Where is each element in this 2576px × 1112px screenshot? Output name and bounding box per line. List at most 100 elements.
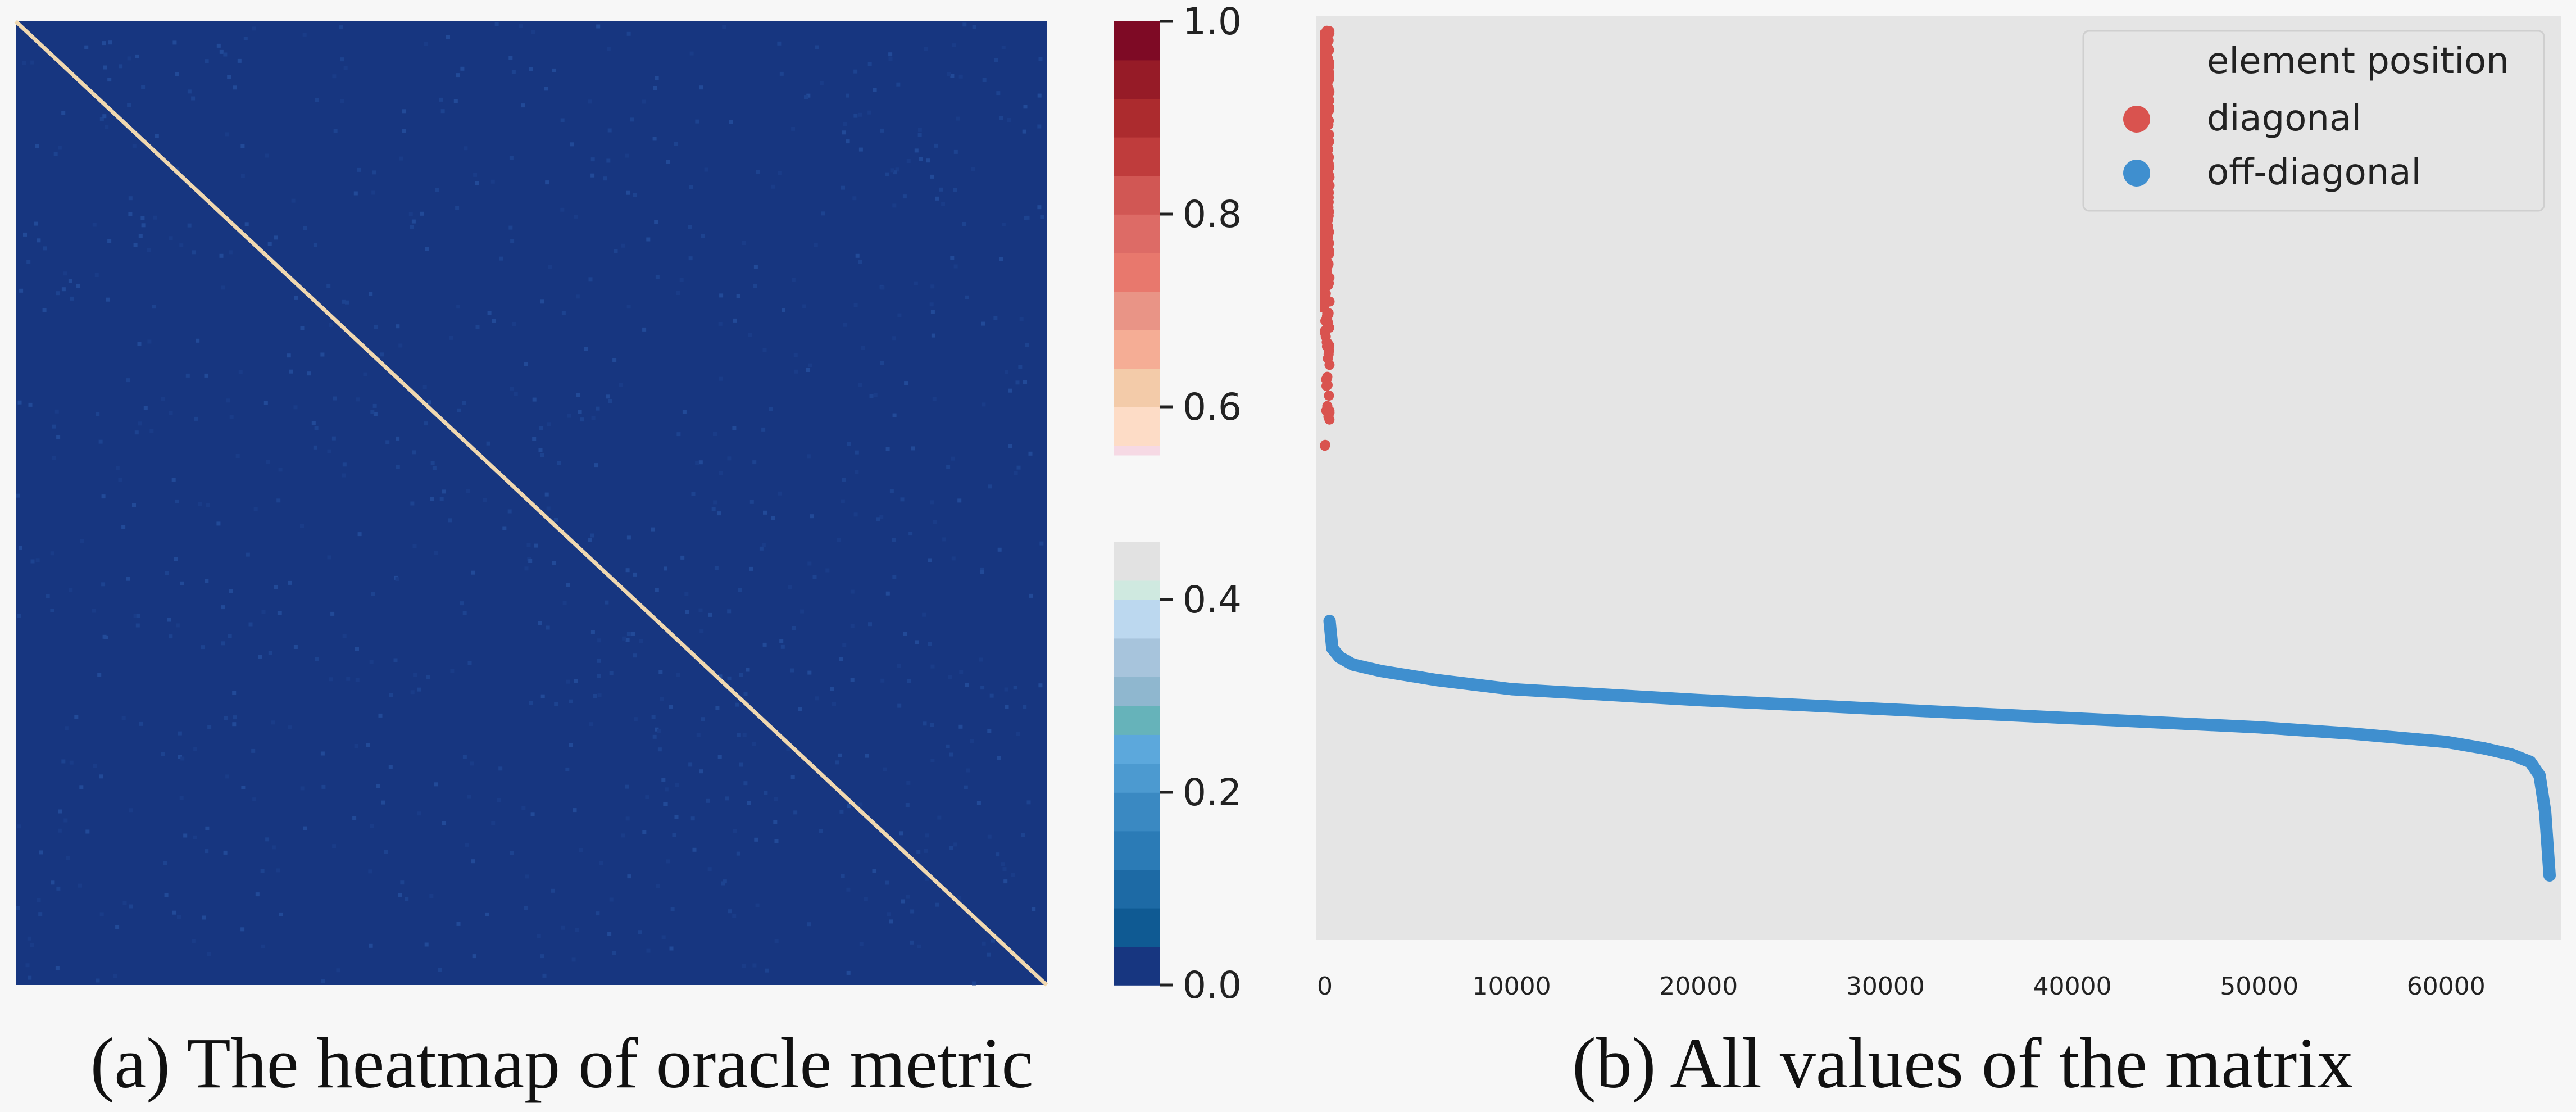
colorbar-band xyxy=(1114,705,1160,735)
heatmap-cell xyxy=(972,25,976,29)
heatmap-cell xyxy=(1008,444,1012,448)
heatmap-cell xyxy=(842,478,846,482)
heatmap-cell xyxy=(115,925,120,929)
heatmap-cell xyxy=(782,308,785,312)
heatmap-cell xyxy=(769,407,773,411)
heatmap-cell xyxy=(692,847,697,852)
heatmap-cell xyxy=(53,152,58,156)
heatmap-cell xyxy=(1011,873,1015,877)
heatmap-cell xyxy=(685,610,689,614)
heatmap-cell xyxy=(78,883,82,888)
heatmap-cell xyxy=(1038,683,1043,688)
colorbar-band xyxy=(1114,792,1160,832)
heatmap-cell xyxy=(426,675,430,679)
heatmap-cell xyxy=(434,551,438,555)
heatmap-cell xyxy=(714,566,719,570)
heatmap-cell xyxy=(223,52,228,57)
heatmap-cell xyxy=(733,829,737,833)
heatmap-cell xyxy=(510,386,514,391)
heatmap-cell xyxy=(574,214,578,219)
heatmap-cell xyxy=(717,755,722,759)
heatmap-cell xyxy=(732,914,737,918)
heatmap-cell xyxy=(303,826,307,830)
heatmap-cell xyxy=(965,683,969,687)
heatmap-cell xyxy=(525,874,529,879)
heatmap-cell xyxy=(902,194,907,199)
heatmap-cell xyxy=(180,756,185,761)
heatmap-cell xyxy=(612,358,617,362)
heatmap-cell xyxy=(657,747,662,752)
colorbar-band xyxy=(1114,734,1160,764)
heatmap-cell xyxy=(1038,57,1043,61)
heatmap-cell xyxy=(455,206,460,210)
heatmap-cell xyxy=(329,677,333,682)
heatmap-cell xyxy=(171,478,176,482)
heatmap-cell xyxy=(588,538,592,542)
heatmap-cell xyxy=(897,313,902,317)
heatmap-cell xyxy=(846,887,851,892)
heatmap-cell xyxy=(169,411,173,415)
heatmap-cell xyxy=(456,73,460,78)
heatmap-cell xyxy=(664,787,669,792)
heatmap-cell xyxy=(948,675,952,679)
heatmap-cell xyxy=(462,401,466,405)
heatmap-cell xyxy=(701,717,705,721)
heatmap-cell xyxy=(179,796,184,800)
heatmap-cell xyxy=(1001,862,1005,866)
heatmap-cell xyxy=(121,525,126,529)
heatmap-cell xyxy=(178,731,182,736)
heatmap-cell xyxy=(532,437,537,441)
heatmap-cell xyxy=(756,170,760,174)
heatmap-cell xyxy=(774,939,779,943)
heatmap-cell xyxy=(676,291,680,295)
heatmap-cell xyxy=(163,861,167,865)
heatmap-cell xyxy=(804,95,808,99)
heatmap-cell xyxy=(752,460,757,465)
heatmap-cell xyxy=(596,406,600,411)
heatmap-cell xyxy=(915,640,919,644)
heatmap-cell xyxy=(183,833,188,838)
heatmap-cell xyxy=(554,518,558,522)
heatmap-cell xyxy=(402,109,406,114)
heatmap-cell xyxy=(179,243,184,248)
heatmap-cell xyxy=(37,238,41,243)
heatmap-cell xyxy=(345,300,349,305)
heatmap-cell xyxy=(207,725,212,729)
heatmap-cell xyxy=(293,405,298,410)
heatmap-cell xyxy=(858,147,863,152)
heatmap-cell xyxy=(485,912,489,916)
heatmap-cell xyxy=(591,416,596,420)
heatmap-cell xyxy=(786,747,790,751)
heatmap-cell xyxy=(627,874,631,879)
heatmap-cell xyxy=(136,614,140,618)
heatmap-cell xyxy=(540,299,544,304)
x-tick-label: 0 xyxy=(1317,972,1333,1001)
heatmap-cell xyxy=(1019,317,1024,321)
heatmap-cell xyxy=(552,68,556,72)
heatmap-cell xyxy=(794,369,798,374)
heatmap-cell xyxy=(398,893,402,897)
heatmap-cell xyxy=(198,502,202,506)
heatmap-cell xyxy=(161,752,165,756)
heatmap-cell xyxy=(554,702,558,706)
heatmap-cell xyxy=(193,835,197,839)
heatmap-cell xyxy=(287,353,291,358)
heatmap-cell xyxy=(1013,686,1017,690)
heatmap-cell xyxy=(947,72,951,76)
heatmap-cell xyxy=(313,445,317,450)
heatmap-cell xyxy=(916,850,921,854)
heatmap-cell xyxy=(576,393,580,397)
heatmap-cell xyxy=(438,968,442,972)
legend-label-diagonal: diagonal xyxy=(2207,98,2361,139)
heatmap-cell xyxy=(597,659,601,663)
heatmap-cell xyxy=(880,128,884,133)
colorbar-band xyxy=(1114,21,1160,61)
heatmap-cell xyxy=(537,934,541,938)
heatmap-cell xyxy=(187,89,192,94)
heatmap-cell xyxy=(626,190,630,195)
heatmap-cell xyxy=(669,705,673,709)
heatmap-cell xyxy=(1025,343,1029,347)
heatmap-cell xyxy=(169,236,173,240)
heatmap-cell xyxy=(802,304,807,308)
heatmap-cell xyxy=(129,904,133,909)
